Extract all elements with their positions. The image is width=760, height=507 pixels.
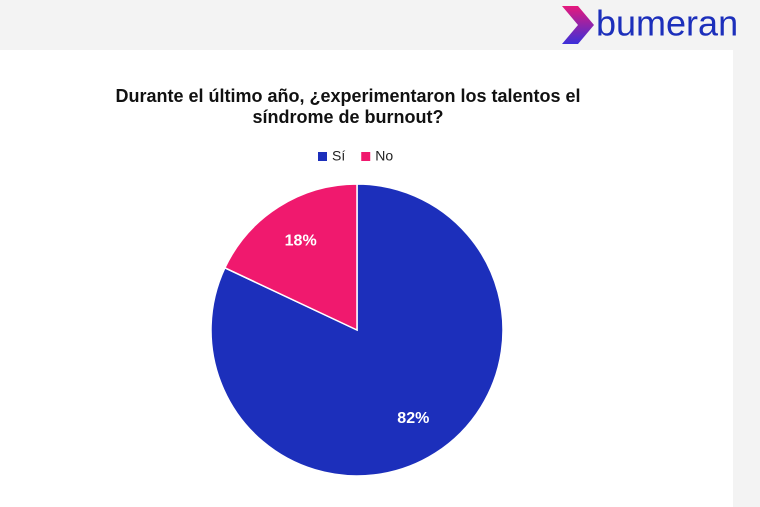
brand-icon [562,6,594,44]
chart-title: Durante el último año, ¿experimentaron l… [115,86,580,106]
legend-swatch [318,152,327,161]
legend-label: No [375,148,393,164]
data-label: 82% [397,410,429,427]
data-label: 18% [285,232,317,249]
brand-name: bumeran [596,3,738,44]
legend-swatch [361,152,371,161]
legend-label: Sí [332,148,345,164]
pie-slice [223,183,358,332]
chart-title: síndrome de burnout? [253,107,444,127]
